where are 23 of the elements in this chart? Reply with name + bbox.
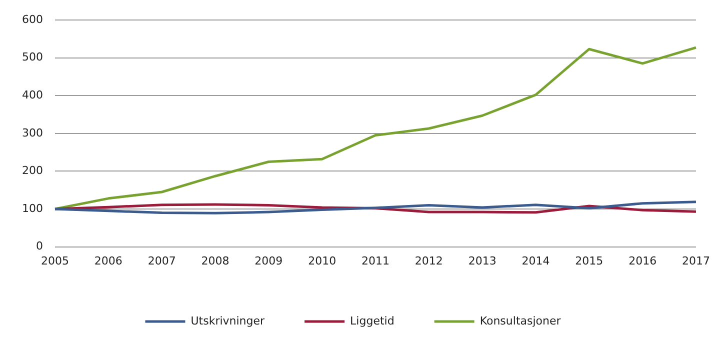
- x-tick-label: 2016: [628, 254, 657, 268]
- y-tick-label: 200: [22, 164, 43, 178]
- x-tick-label: 2015: [575, 254, 604, 268]
- x-tick-label: 2007: [148, 254, 176, 268]
- x-tick-label: 2013: [468, 254, 496, 268]
- x-tick-label: 2014: [522, 254, 550, 268]
- x-tick-label: 2017: [682, 254, 710, 268]
- y-tick-label: 0: [36, 240, 43, 253]
- legend-label: Konsultasjoner: [480, 314, 562, 328]
- legend-label: Liggetid: [350, 314, 394, 328]
- y-tick-label: 100: [22, 202, 43, 215]
- x-tick-label: 2008: [201, 254, 230, 268]
- legend-label: Utskrivninger: [190, 314, 266, 328]
- x-tick-label: 2006: [94, 254, 122, 268]
- x-tick-label: 2010: [308, 254, 336, 268]
- y-tick-label: 600: [22, 12, 43, 26]
- x-tick-label: 2009: [254, 254, 283, 268]
- y-tick-label: 400: [22, 88, 43, 102]
- y-tick-label: 300: [22, 126, 43, 140]
- x-tick-label: 2005: [40, 254, 69, 268]
- x-tick-label: 2011: [362, 254, 390, 268]
- x-tick-label: 2012: [414, 254, 443, 268]
- y-tick-label: 500: [22, 50, 43, 64]
